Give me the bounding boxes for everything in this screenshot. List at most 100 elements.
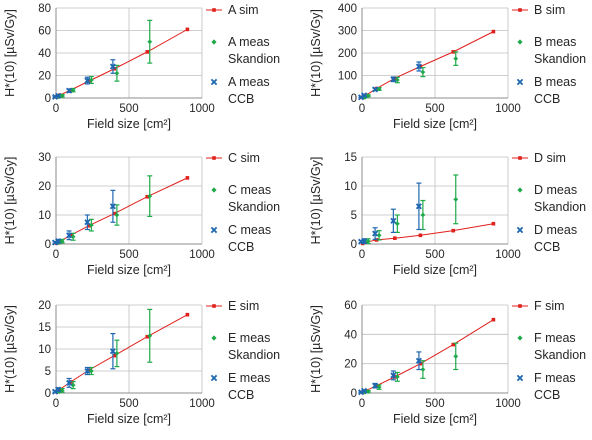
sim-line xyxy=(56,314,188,393)
skandion-point xyxy=(453,56,459,62)
legend-meas-label: A meas CCB xyxy=(228,75,270,106)
y-tick-label: 80 xyxy=(38,3,51,15)
sim-point xyxy=(418,64,423,69)
legend-meas-label: C meas Skandion xyxy=(228,183,280,214)
y-tick-label: 40 xyxy=(344,329,357,341)
sim-point xyxy=(57,387,62,392)
legend-line-1: B meas xyxy=(534,35,576,49)
sim-line xyxy=(56,28,188,98)
sim-point xyxy=(145,194,150,199)
y-tick-label: 20 xyxy=(38,300,51,312)
ccb-point xyxy=(84,77,91,84)
x-tick-label: 0 xyxy=(53,398,59,410)
x-tick-label: 1000 xyxy=(189,103,215,115)
x-axis-label: Field size [cm²] xyxy=(87,117,171,131)
skandion-point xyxy=(376,232,382,238)
y-tick-label: 10 xyxy=(38,210,51,222)
ccb-point xyxy=(55,92,62,99)
y-tick-label: 100 xyxy=(338,71,357,83)
y-tick-label: 0 xyxy=(45,388,51,400)
ccb-point xyxy=(361,238,368,245)
y-tick-label: 60 xyxy=(344,300,357,312)
legend-line-2: CCB xyxy=(228,240,254,254)
chart-b: 0 100 200 300 400 0 500 1000 Field size [cm²] H*(… xyxy=(309,3,586,131)
ccb-point xyxy=(52,239,59,246)
legend-line-1: B meas xyxy=(534,75,576,89)
legend-sim-marker xyxy=(518,304,522,308)
legend-ccb-marker xyxy=(516,226,524,234)
y-tick-label: 5 xyxy=(45,366,51,378)
x-tick-label: 1000 xyxy=(495,398,521,410)
skandion-point xyxy=(59,387,65,393)
skandion-point xyxy=(420,212,426,218)
legend-sim-label: A sim xyxy=(228,3,259,17)
legend-skandion-marker xyxy=(517,187,523,193)
sim-point xyxy=(112,211,117,216)
legend-skandion-marker xyxy=(517,39,523,45)
x-tick-label: 1000 xyxy=(495,249,521,261)
chart-f: 0 20 40 60 0 500 1000 Field size [cm²] H*(10) [µ… xyxy=(309,299,586,426)
ccb-point xyxy=(358,389,365,396)
legend-sim-marker xyxy=(212,8,216,12)
skandion-point xyxy=(88,368,94,374)
y-tick-label: 30 xyxy=(38,152,51,164)
skandion-point xyxy=(114,212,120,218)
ccb-point xyxy=(390,372,397,379)
legend-sim-marker xyxy=(518,156,522,160)
ccb-point xyxy=(361,387,368,394)
legend-meas-label: D meas Skandion xyxy=(534,183,586,214)
legend-line-2: CCB xyxy=(534,388,560,402)
skandion-point xyxy=(420,367,426,372)
skandion-point xyxy=(453,196,459,202)
y-tick-label: 15 xyxy=(38,322,51,334)
sim-point xyxy=(491,29,496,34)
sim-line xyxy=(362,319,494,393)
legend-sim-label: F sim xyxy=(534,299,565,313)
chart-e: 0 5 10 15 20 0 500 1000 Field size [cm²] H*(10) [… xyxy=(3,299,280,426)
sim-point xyxy=(451,228,456,233)
x-axis-label: Field size [cm²] xyxy=(393,117,477,131)
ccb-point xyxy=(84,367,91,375)
y-tick-label: 40 xyxy=(38,48,51,60)
sim-point xyxy=(185,176,190,180)
legend-line-1: F meas xyxy=(534,331,576,345)
ccb-point xyxy=(390,217,397,224)
legend-meas-label: F meas CCB xyxy=(534,371,576,402)
ccb-point xyxy=(109,63,116,70)
skandion-point xyxy=(365,238,371,244)
sim-line xyxy=(362,223,494,244)
sim-point xyxy=(491,221,496,226)
legend-line-2: Skandion xyxy=(228,52,280,66)
legend-sim-marker xyxy=(212,304,216,308)
y-tick-label: 15 xyxy=(344,152,357,164)
legend-meas-label: E meas Skandion xyxy=(228,331,280,362)
legend-line-1: C meas xyxy=(228,223,271,237)
ccb-point xyxy=(66,232,73,239)
ccb-point xyxy=(415,357,422,364)
legend-meas-label: B meas CCB xyxy=(534,75,576,106)
legend-sim-label: D sim xyxy=(534,151,566,165)
legend-meas-label: B meas Skandion xyxy=(534,35,586,66)
y-tick-label: 5 xyxy=(351,210,357,222)
legend-skandion-marker xyxy=(211,39,217,45)
y-tick-label: 0 xyxy=(351,239,357,251)
sim-point xyxy=(68,233,73,238)
legend-line-2: CCB xyxy=(534,240,560,254)
x-tick-label: 500 xyxy=(119,249,138,261)
y-tick-label: 300 xyxy=(338,26,357,38)
x-tick-label: 500 xyxy=(425,249,444,261)
sim-line xyxy=(362,31,494,98)
ccb-point xyxy=(372,230,379,237)
y-tick-label: 400 xyxy=(338,3,357,15)
legend-skandion-marker xyxy=(211,335,217,341)
skandion-point xyxy=(376,384,382,390)
sim-point xyxy=(185,312,190,317)
y-axis-label: H*(10) [µSv/Gy] xyxy=(3,305,17,393)
chart-a: 0 20 40 60 80 0 500 1000 Field size [cm²] H*(10) … xyxy=(3,3,280,131)
sim-line xyxy=(56,177,188,244)
legend-line-1: D meas xyxy=(534,183,577,197)
x-tick-label: 0 xyxy=(53,103,59,115)
x-axis-label: Field size [cm²] xyxy=(393,263,477,277)
legend-sim-marker xyxy=(518,8,522,12)
